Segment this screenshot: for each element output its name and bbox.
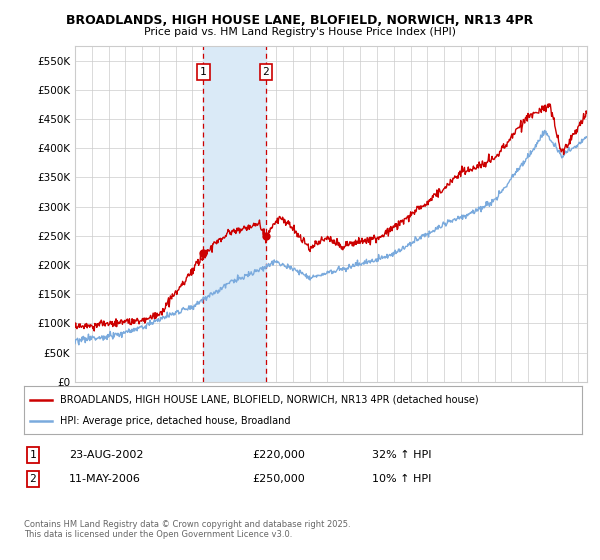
Text: Contains HM Land Registry data © Crown copyright and database right 2025.
This d: Contains HM Land Registry data © Crown c… bbox=[24, 520, 350, 539]
Text: BROADLANDS, HIGH HOUSE LANE, BLOFIELD, NORWICH, NR13 4PR: BROADLANDS, HIGH HOUSE LANE, BLOFIELD, N… bbox=[67, 14, 533, 27]
Text: 1: 1 bbox=[29, 450, 37, 460]
Text: £220,000: £220,000 bbox=[252, 450, 305, 460]
Text: 2: 2 bbox=[29, 474, 37, 484]
Text: HPI: Average price, detached house, Broadland: HPI: Average price, detached house, Broa… bbox=[60, 416, 291, 426]
Text: BROADLANDS, HIGH HOUSE LANE, BLOFIELD, NORWICH, NR13 4PR (detached house): BROADLANDS, HIGH HOUSE LANE, BLOFIELD, N… bbox=[60, 395, 479, 405]
Text: 32% ↑ HPI: 32% ↑ HPI bbox=[372, 450, 431, 460]
Text: 10% ↑ HPI: 10% ↑ HPI bbox=[372, 474, 431, 484]
Text: Price paid vs. HM Land Registry's House Price Index (HPI): Price paid vs. HM Land Registry's House … bbox=[144, 27, 456, 37]
Text: 1: 1 bbox=[200, 67, 207, 77]
Text: 11-MAY-2006: 11-MAY-2006 bbox=[69, 474, 141, 484]
Text: 2: 2 bbox=[262, 67, 269, 77]
Text: £250,000: £250,000 bbox=[252, 474, 305, 484]
Text: 23-AUG-2002: 23-AUG-2002 bbox=[69, 450, 143, 460]
Bar bbox=[203, 46, 266, 382]
